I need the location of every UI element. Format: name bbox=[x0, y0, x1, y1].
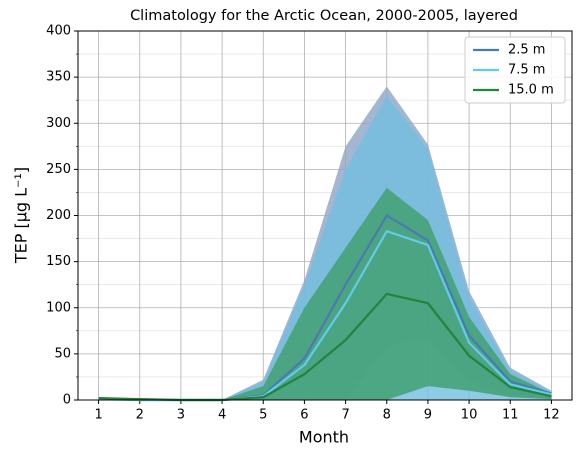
x-tick-label: 9 bbox=[424, 408, 432, 423]
y-tick-label: 0 bbox=[63, 393, 71, 408]
y-tick-label: 250 bbox=[46, 162, 71, 177]
x-tick-label: 7 bbox=[341, 408, 349, 423]
x-tick-label: 1 bbox=[94, 408, 102, 423]
y-tick-label: 50 bbox=[54, 346, 71, 361]
x-tick-label: 3 bbox=[177, 408, 185, 423]
y-tick-label: 150 bbox=[46, 254, 71, 269]
x-tick-label: 10 bbox=[461, 408, 478, 423]
x-tick-label: 8 bbox=[383, 408, 391, 423]
y-tick-label: 350 bbox=[46, 70, 71, 85]
y-tick-label: 100 bbox=[46, 300, 71, 315]
x-tick-label: 5 bbox=[259, 408, 267, 423]
y-tick-label: 400 bbox=[46, 24, 71, 39]
x-tick-label: 12 bbox=[543, 408, 560, 423]
x-tick-label: 6 bbox=[300, 408, 308, 423]
legend-box bbox=[464, 36, 566, 104]
x-axis-label: Month bbox=[299, 428, 349, 447]
legend-label: 15.0 m bbox=[508, 83, 554, 98]
x-tick-label: 4 bbox=[218, 408, 226, 423]
chart-title: Climatology for the Arctic Ocean, 2000-2… bbox=[130, 8, 518, 24]
range-band bbox=[98, 187, 552, 400]
y-axis-label: TEP [μg L⁻¹] bbox=[12, 167, 31, 264]
x-tick-label: 2 bbox=[136, 408, 144, 423]
plot-frame bbox=[77, 30, 573, 401]
legend-label: 2.5 m bbox=[508, 43, 545, 58]
x-tick-label: 11 bbox=[502, 408, 519, 423]
y-tick-label: 300 bbox=[46, 116, 71, 131]
y-tick-label: 200 bbox=[46, 208, 71, 223]
legend-label: 7.5 m bbox=[508, 63, 545, 78]
